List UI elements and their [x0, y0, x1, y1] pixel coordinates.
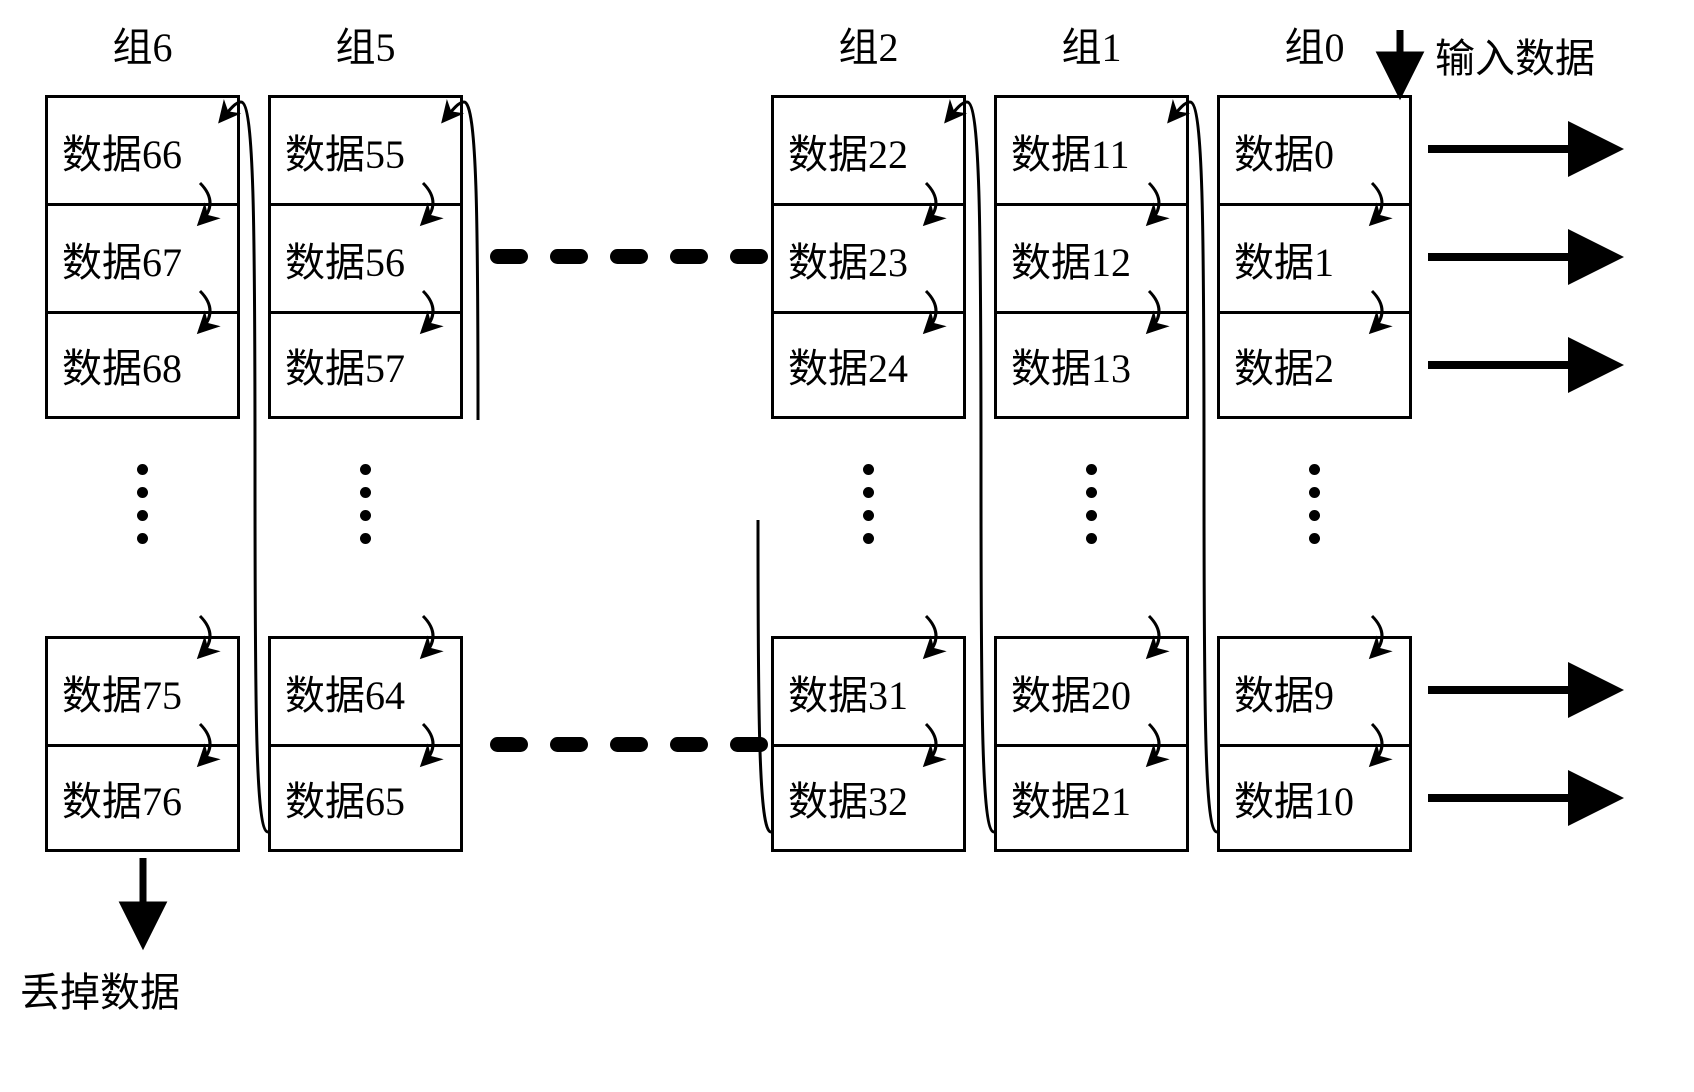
input-data-label: 输入数据 — [1435, 26, 1595, 84]
horizontal-ellipsis — [490, 736, 768, 752]
vertical-ellipsis — [771, 452, 966, 556]
group-header-6: 组6 — [45, 15, 240, 73]
cell: 数据2 — [1217, 311, 1412, 419]
cell: 数据23 — [771, 203, 966, 311]
cell: 数据22 — [771, 95, 966, 203]
cell: 数据12 — [994, 203, 1189, 311]
cell: 数据76 — [45, 744, 240, 852]
cell: 数据66 — [45, 95, 240, 203]
vertical-ellipsis — [45, 452, 240, 556]
discard-data-label: 丢掉数据 — [20, 960, 180, 1018]
vertical-ellipsis — [1217, 452, 1412, 556]
group-header-2: 组2 — [771, 15, 966, 73]
cell: 数据21 — [994, 744, 1189, 852]
cell: 数据10 — [1217, 744, 1412, 852]
cell: 数据32 — [771, 744, 966, 852]
cell: 数据65 — [268, 744, 463, 852]
cell: 数据20 — [994, 636, 1189, 744]
cell: 数据64 — [268, 636, 463, 744]
vertical-ellipsis — [268, 452, 463, 556]
horizontal-ellipsis — [490, 248, 768, 264]
cell: 数据11 — [994, 95, 1189, 203]
vertical-ellipsis — [994, 452, 1189, 556]
shift-register-diagram: 组6 组5 组2 组1 组0 数据66 数据67 数据68 数据75 数据76 … — [20, 20, 1674, 1072]
cell: 数据31 — [771, 636, 966, 744]
cell: 数据55 — [268, 95, 463, 203]
cell: 数据9 — [1217, 636, 1412, 744]
cell: 数据75 — [45, 636, 240, 744]
cell: 数据57 — [268, 311, 463, 419]
cell: 数据68 — [45, 311, 240, 419]
cell: 数据56 — [268, 203, 463, 311]
cell: 数据24 — [771, 311, 966, 419]
group-header-1: 组1 — [994, 15, 1189, 73]
cell: 数据67 — [45, 203, 240, 311]
cell: 数据13 — [994, 311, 1189, 419]
group-header-0: 组0 — [1217, 15, 1412, 73]
cell: 数据1 — [1217, 203, 1412, 311]
cell: 数据0 — [1217, 95, 1412, 203]
group-header-5: 组5 — [268, 15, 463, 73]
